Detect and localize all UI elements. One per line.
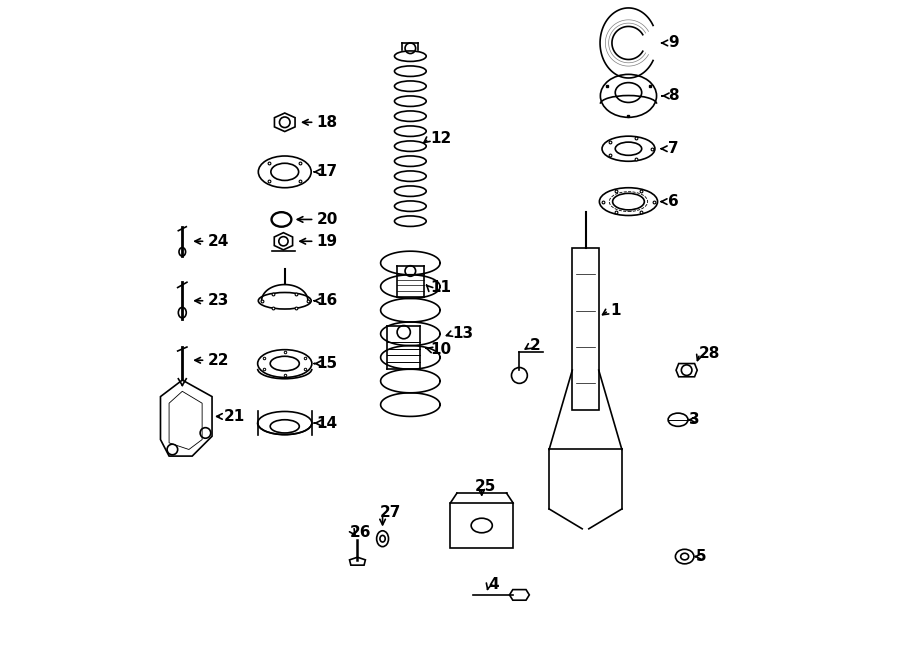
Text: 23: 23: [207, 293, 229, 308]
Text: 6: 6: [668, 194, 679, 209]
Text: 10: 10: [430, 342, 451, 356]
Text: 8: 8: [668, 89, 679, 103]
Text: 17: 17: [317, 165, 338, 179]
Text: 27: 27: [379, 505, 400, 520]
Text: 22: 22: [207, 353, 229, 368]
Text: 9: 9: [668, 36, 679, 50]
Text: 4: 4: [489, 578, 499, 592]
Text: 3: 3: [689, 412, 700, 427]
Text: 19: 19: [317, 234, 338, 249]
Text: 14: 14: [317, 416, 338, 430]
Text: 15: 15: [317, 356, 338, 371]
Text: 18: 18: [317, 115, 338, 130]
Text: 24: 24: [207, 234, 229, 249]
Text: 28: 28: [698, 346, 720, 361]
Text: 13: 13: [453, 327, 473, 341]
Text: 2: 2: [529, 338, 540, 352]
Text: 5: 5: [696, 549, 706, 564]
Text: 11: 11: [430, 280, 451, 295]
Text: 1: 1: [610, 303, 620, 318]
Text: 25: 25: [475, 479, 497, 494]
Text: 7: 7: [668, 141, 679, 156]
Text: 12: 12: [430, 132, 452, 146]
Text: 16: 16: [317, 293, 338, 308]
Text: 21: 21: [224, 409, 245, 424]
Text: 20: 20: [317, 212, 338, 227]
Text: 26: 26: [349, 525, 371, 539]
